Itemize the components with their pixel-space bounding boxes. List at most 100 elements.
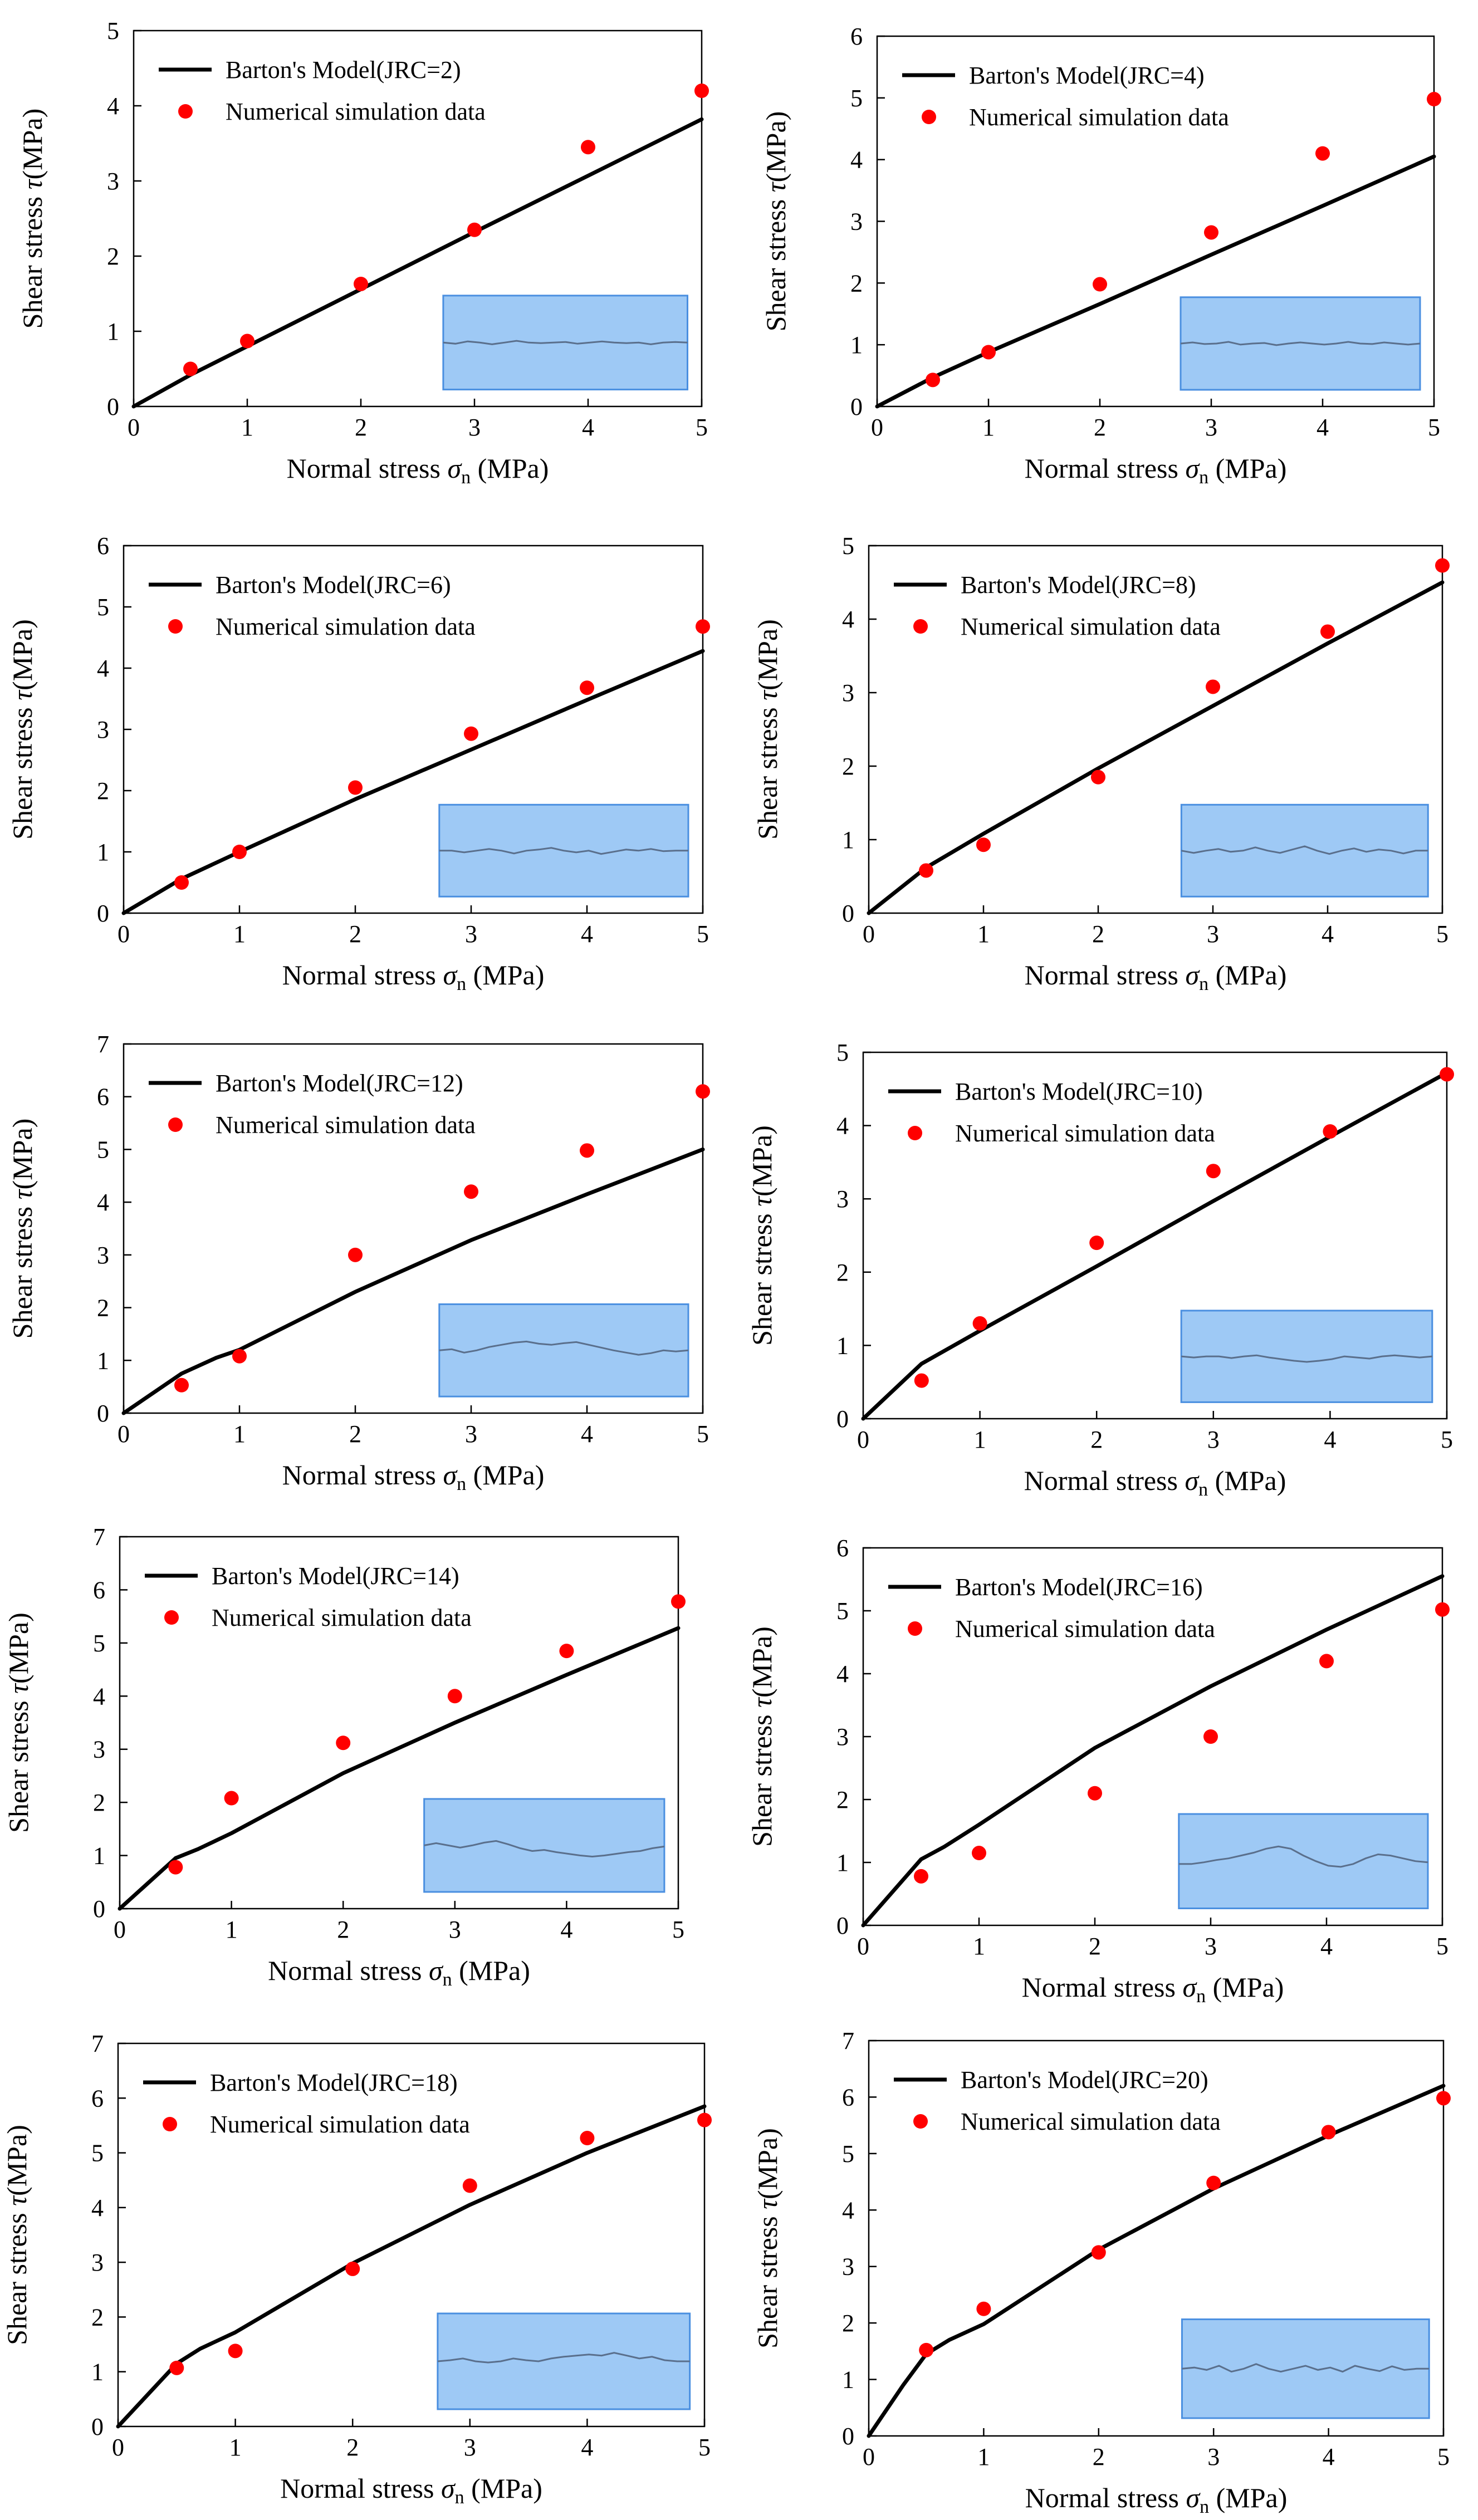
x-tick-label: 1 bbox=[982, 414, 995, 441]
x-tick-label: 3 bbox=[1207, 2443, 1220, 2470]
y-tick-label: 1 bbox=[842, 826, 854, 854]
sim-point bbox=[232, 1349, 247, 1364]
x-tick-label: 0 bbox=[114, 1916, 126, 1943]
x-tick-label: 3 bbox=[468, 414, 481, 441]
y-tick-label: 4 bbox=[836, 1112, 849, 1140]
x-tick-label: 4 bbox=[581, 920, 593, 948]
y-tick-label: 2 bbox=[107, 243, 119, 270]
sim-point bbox=[228, 2343, 243, 2359]
legend-marker-swatch bbox=[922, 110, 936, 124]
legend-marker-swatch bbox=[178, 104, 193, 119]
sim-point bbox=[354, 276, 368, 291]
x-axis-label: Normal stress σn (MPa) bbox=[1022, 1972, 1284, 2007]
y-tick-label: 1 bbox=[850, 331, 863, 359]
legend-sim-label: Numerical simulation data bbox=[961, 613, 1221, 640]
x-tick-label: 0 bbox=[118, 1420, 130, 1448]
y-tick-label: 2 bbox=[836, 1259, 849, 1286]
sim-point bbox=[1435, 1602, 1450, 1617]
x-tick-label: 4 bbox=[581, 2434, 593, 2461]
x-tick-label: 1 bbox=[977, 920, 990, 948]
x-tick-label: 5 bbox=[1437, 2443, 1450, 2470]
x-axis-label: Normal stress σn (MPa) bbox=[1025, 959, 1287, 994]
legend-model-label: Barton's Model(JRC=16) bbox=[955, 1573, 1203, 1601]
sim-point bbox=[1440, 1067, 1454, 1082]
legend-marker-swatch bbox=[908, 1621, 922, 1636]
sim-point bbox=[336, 1735, 351, 1751]
plot-frame bbox=[123, 1043, 704, 1414]
joint-profile-inset bbox=[423, 1798, 665, 1893]
y-tick-label: 5 bbox=[836, 1597, 849, 1625]
model-curve bbox=[867, 2083, 1446, 2438]
sim-point bbox=[1436, 2091, 1451, 2106]
y-tick-label: 4 bbox=[850, 146, 863, 174]
joint-profile-line bbox=[437, 2352, 690, 2364]
joint-profile-line bbox=[424, 1840, 665, 1858]
y-tick-label: 3 bbox=[842, 679, 854, 707]
sim-point bbox=[183, 361, 198, 376]
sim-point bbox=[696, 1084, 710, 1099]
sim-point bbox=[926, 372, 940, 388]
x-tick-label: 4 bbox=[581, 1420, 593, 1448]
sim-point bbox=[580, 2131, 595, 2146]
y-axis-label: Shear stress τ(MPa) bbox=[7, 619, 38, 840]
y-tick-label: 3 bbox=[842, 2253, 854, 2281]
sim-point bbox=[696, 619, 710, 634]
x-axis-label: Normal stress σn (MPa) bbox=[280, 2473, 542, 2508]
y-tick-label: 4 bbox=[97, 1189, 109, 1216]
sim-point bbox=[981, 345, 996, 360]
y-tick-label: 2 bbox=[850, 269, 863, 297]
x-tick-label: 1 bbox=[974, 1426, 986, 1453]
joint-profile-line bbox=[1181, 845, 1428, 855]
legend-sim-label: Numerical simulation data bbox=[216, 1111, 476, 1139]
x-tick-label: 0 bbox=[857, 1426, 869, 1453]
y-tick-label: 7 bbox=[842, 2027, 854, 2055]
y-tick-label: 0 bbox=[842, 2423, 854, 2450]
chart-jrc-14: 0 1 2 3 4 5 0 1 2 3 4 5 6 7 Normal stress σn (MPa) Shea… bbox=[3, 1523, 686, 1990]
sim-point bbox=[972, 1846, 986, 1861]
y-tick-label: 1 bbox=[97, 839, 109, 866]
y-tick-label: 3 bbox=[97, 716, 109, 743]
y-tick-label: 3 bbox=[836, 1185, 849, 1213]
chart-jrc-16: 0 1 2 3 4 5 0 1 2 3 4 5 6 Normal stress σn (MPa) Shear… bbox=[746, 1534, 1450, 2007]
sim-point bbox=[694, 84, 709, 98]
y-tick-label: 1 bbox=[97, 1347, 109, 1374]
y-tick-label: 6 bbox=[836, 1534, 849, 1562]
x-tick-label: 4 bbox=[1323, 2443, 1335, 2470]
x-tick-label: 5 bbox=[1436, 920, 1448, 948]
x-tick-label: 5 bbox=[696, 414, 708, 441]
sim-point bbox=[169, 2360, 184, 2375]
sim-point bbox=[697, 2112, 712, 2127]
x-tick-label: 5 bbox=[1441, 1426, 1453, 1453]
y-tick-label: 4 bbox=[97, 655, 109, 682]
y-tick-label: 5 bbox=[836, 1039, 849, 1066]
x-tick-label: 5 bbox=[697, 1420, 709, 1448]
x-tick-label: 3 bbox=[1207, 1426, 1220, 1453]
y-tick-label: 1 bbox=[842, 2366, 854, 2394]
x-axis-label: Normal stress σn (MPa) bbox=[282, 959, 545, 994]
legend-sim-label: Numerical simulation data bbox=[955, 1120, 1215, 1147]
x-tick-label: 3 bbox=[465, 1420, 477, 1448]
sim-point bbox=[580, 680, 594, 695]
x-axis-label: Normal stress σn (MPa) bbox=[1025, 453, 1287, 488]
sim-point bbox=[174, 875, 189, 890]
chart-jrc-10: 0 1 2 3 4 5 0 1 2 3 4 5 Normal stress σn (MPa) Shear … bbox=[746, 1039, 1454, 1500]
y-axis-label: Shear stress τ(MPa) bbox=[746, 1125, 777, 1346]
sim-point bbox=[1203, 1729, 1218, 1744]
joint-profile-line bbox=[1182, 2363, 1430, 2373]
sim-point bbox=[1427, 92, 1441, 107]
y-tick-label: 0 bbox=[97, 900, 109, 927]
y-tick-label: 5 bbox=[850, 85, 863, 112]
sim-point bbox=[467, 222, 482, 237]
sim-point bbox=[348, 780, 363, 795]
y-tick-label: 7 bbox=[97, 1031, 109, 1058]
x-tick-label: 4 bbox=[560, 1916, 572, 1943]
joint-profile-line bbox=[439, 1340, 689, 1356]
y-tick-label: 2 bbox=[836, 1786, 849, 1813]
chart-jrc-12: 0 1 2 3 4 5 0 1 2 3 4 5 6 7 Normal stress σn (MPa) Shea… bbox=[7, 1031, 710, 1494]
model-curve bbox=[118, 1626, 681, 1911]
y-tick-label: 2 bbox=[842, 753, 854, 780]
x-tick-label: 2 bbox=[337, 1916, 349, 1943]
y-tick-label: 0 bbox=[850, 393, 863, 420]
x-tick-label: 4 bbox=[582, 414, 594, 441]
y-tick-label: 2 bbox=[93, 1789, 105, 1816]
